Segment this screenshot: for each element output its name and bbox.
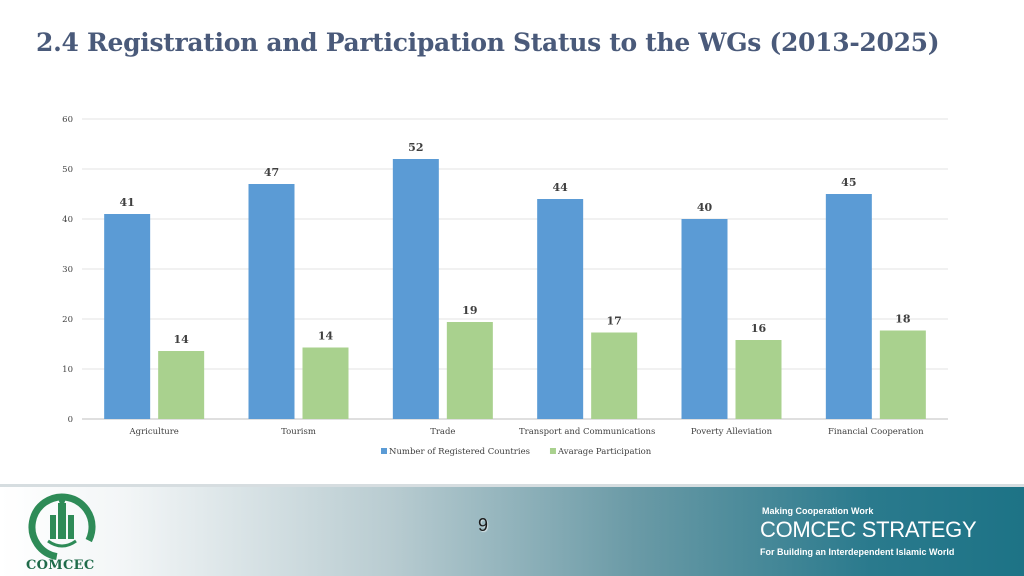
y-tick-label: 20 — [62, 315, 73, 325]
x-tick-label: Tourism — [281, 427, 316, 437]
bar — [248, 184, 295, 419]
x-tick-label: Agriculture — [129, 427, 179, 437]
x-tick-label: Trade — [430, 427, 455, 437]
tagline-top: Making Cooperation Work — [762, 506, 874, 516]
bar — [681, 219, 728, 419]
page-number: 9 — [477, 515, 488, 535]
bar — [158, 351, 205, 419]
tagline-bottom: For Building an Interdependent Islamic W… — [760, 547, 955, 557]
tagline-main: COMCEC STRATEGY — [760, 517, 977, 542]
data-label: 16 — [751, 322, 767, 335]
legend-label: Avarage Participation — [557, 447, 652, 457]
data-label: 18 — [895, 313, 911, 326]
bar — [446, 322, 493, 419]
bar — [879, 330, 926, 419]
legend-label: Number of Registered Countries — [389, 447, 530, 457]
bar — [537, 199, 584, 419]
bar — [591, 332, 638, 419]
y-tick-label: 10 — [62, 365, 73, 375]
y-tick-label: 40 — [62, 215, 73, 225]
x-tick-label: Poverty Alleviation — [691, 427, 773, 437]
bar — [104, 214, 151, 419]
x-tick-label: Financial Cooperation — [828, 427, 924, 437]
y-tick-label: 0 — [68, 415, 73, 425]
slide-title: 2.4 Registration and Participation Statu… — [36, 28, 940, 57]
data-label: 44 — [553, 181, 569, 194]
y-tick-label: 60 — [62, 115, 73, 125]
data-label: 19 — [462, 304, 477, 317]
bar — [392, 159, 439, 419]
logo-text: COMCEC — [26, 558, 95, 573]
data-label: 45 — [841, 176, 856, 189]
y-tick-label: 30 — [62, 265, 73, 275]
x-tick-label: Transport and Communications — [519, 427, 655, 437]
data-label: 41 — [120, 196, 135, 209]
bar-chart: 0 10 20 30 40 50 60 41 14 Agriculture 47 14 Tourism 5… — [62, 115, 948, 457]
footer-banner: COMCEC 9 Making Cooperation Work COMCEC … — [0, 484, 1024, 576]
legend-swatch — [549, 448, 556, 454]
data-label: 40 — [697, 201, 713, 214]
data-label: 47 — [264, 166, 279, 179]
bar — [302, 347, 349, 419]
bar — [825, 194, 872, 419]
data-label: 17 — [607, 315, 622, 328]
data-label: 14 — [318, 330, 334, 343]
legend-swatch — [381, 448, 387, 454]
data-label: 52 — [408, 141, 423, 154]
y-tick-label: 50 — [62, 165, 73, 175]
comcec-logo-icon — [28, 493, 96, 561]
data-label: 14 — [174, 333, 190, 346]
bar — [735, 340, 782, 419]
